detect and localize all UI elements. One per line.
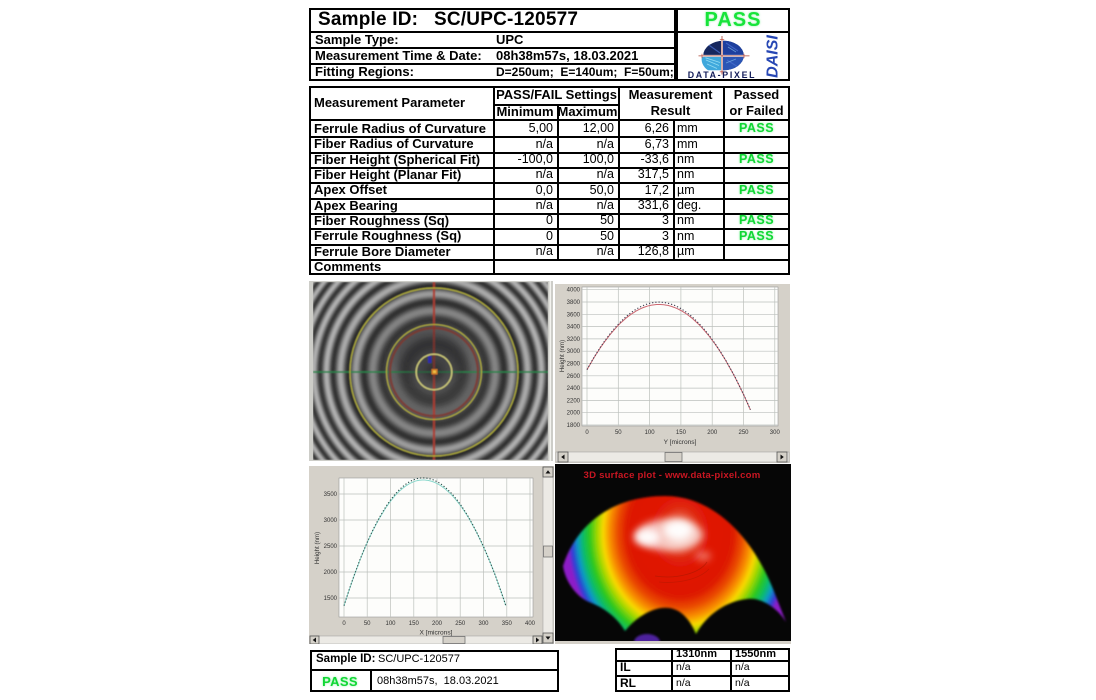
svg-text:3800: 3800	[567, 300, 581, 306]
svg-text:3000: 3000	[567, 349, 581, 355]
svg-text:50: 50	[364, 621, 371, 627]
svg-text:Height (nm): Height (nm)	[559, 340, 566, 372]
svg-text:Y [microns]: Y [microns]	[664, 439, 697, 446]
svg-text:300: 300	[770, 430, 781, 436]
svg-text:50: 50	[615, 430, 622, 436]
svg-text:3200: 3200	[567, 337, 581, 343]
svg-text:4000: 4000	[567, 288, 581, 294]
svg-text:2000: 2000	[324, 570, 338, 576]
svg-text:2800: 2800	[567, 362, 581, 368]
svg-text:150: 150	[409, 621, 420, 627]
svg-text:3D surface plot - www.data-pix: 3D surface plot - www.data-pixel.com	[584, 470, 761, 481]
svg-text:2500: 2500	[324, 544, 338, 550]
svg-text:200: 200	[707, 430, 718, 436]
svg-text:400: 400	[525, 621, 536, 627]
svg-text:2400: 2400	[567, 386, 581, 392]
svg-text:Height (nm): Height (nm)	[314, 532, 321, 564]
svg-text:100: 100	[645, 430, 656, 436]
svg-text:X [microns]: X [microns]	[420, 630, 453, 637]
svg-text:250: 250	[738, 430, 749, 436]
svg-text:0: 0	[342, 621, 346, 627]
svg-text:3400: 3400	[567, 325, 581, 331]
svg-text:0: 0	[585, 430, 589, 436]
svg-text:350: 350	[502, 621, 513, 627]
svg-text:DAISI: DAISI	[765, 35, 782, 78]
svg-text:1500: 1500	[324, 596, 338, 602]
svg-text:3500: 3500	[324, 492, 338, 498]
svg-text:150: 150	[676, 430, 687, 436]
svg-text:DATA-PIXEL: DATA-PIXEL	[688, 70, 756, 80]
svg-text:200: 200	[432, 621, 443, 627]
svg-text:3600: 3600	[567, 312, 581, 318]
svg-text:2200: 2200	[567, 398, 581, 404]
svg-text:2000: 2000	[567, 411, 581, 417]
svg-text:100: 100	[385, 621, 396, 627]
svg-text:300: 300	[478, 621, 489, 627]
svg-text:1800: 1800	[567, 423, 581, 429]
svg-text:2600: 2600	[567, 374, 581, 380]
svg-text:250: 250	[455, 621, 466, 627]
svg-text:3000: 3000	[324, 518, 338, 524]
